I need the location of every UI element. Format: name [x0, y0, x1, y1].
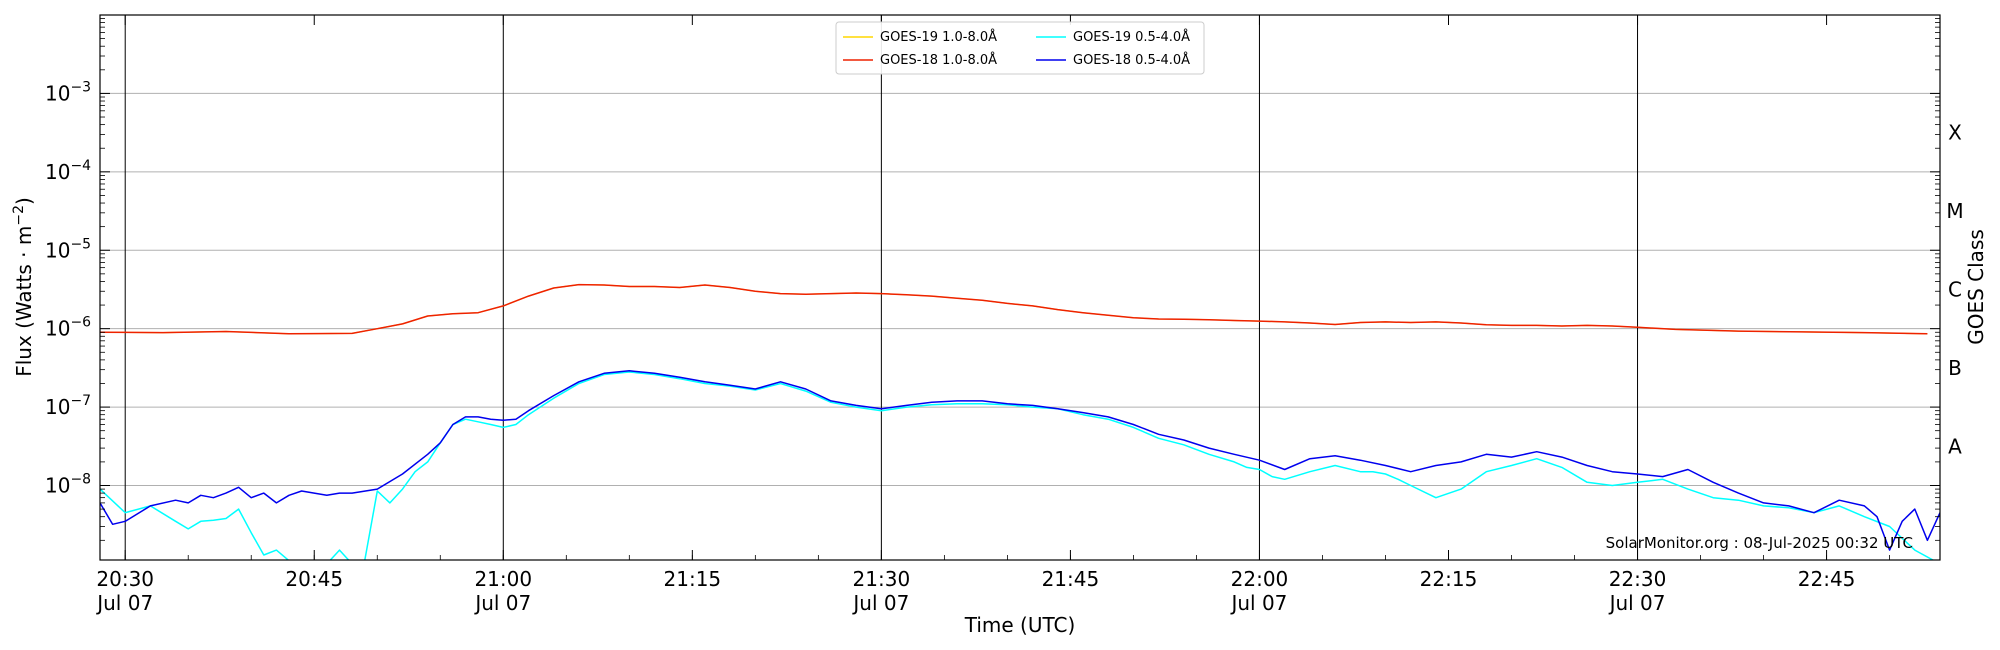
goes-class-label-3: B	[1948, 356, 1962, 380]
credit-text: SolarMonitor.org : 08-Jul-2025 00:32 UTC	[1606, 534, 1913, 552]
x-tick-label-7: 22:15	[1420, 567, 1478, 591]
y-tick-label-0: 10−3	[45, 79, 91, 105]
series-line-3	[100, 370, 1940, 551]
goes-class-label-2: C	[1948, 277, 1962, 301]
data-series	[100, 283, 1940, 560]
goes-class-axis: X M C B A	[1946, 121, 1963, 459]
series-line-0	[100, 284, 1928, 335]
plot-frame	[99, 14, 1941, 561]
x-tick-label-1: 20:45	[285, 567, 343, 591]
x-tick-date-0: Jul 07	[95, 591, 153, 615]
x-tick-label-5: 21:45	[1042, 567, 1100, 591]
goes-class-title: GOES Class	[1964, 229, 1988, 345]
y-axis: 10−3 10−4 10−5 10−6 10−7 10−8	[45, 18, 1940, 541]
legend: GOES-19 1.0-8.0Å GOES-18 1.0-8.0Å GOES-1…	[835, 21, 1205, 75]
x-tick-label-3: 21:15	[664, 567, 722, 591]
x-tick-label-0: 20:30	[96, 567, 154, 591]
x-tick-label-2: 21:00	[474, 567, 532, 591]
x-tick-label-6: 22:00	[1231, 567, 1289, 591]
legend-label-goes18-long: GOES-18 1.0-8.0Å	[880, 52, 997, 68]
x-tick-date-2: Jul 07	[473, 591, 531, 615]
y-tick-label-1: 10−4	[45, 158, 91, 184]
x-tick-date-8: Jul 07	[1608, 591, 1666, 615]
y-tick-label-4: 10−7	[45, 393, 91, 419]
x-tick-label-4: 21:30	[853, 567, 911, 591]
goes-class-label-4: A	[1948, 434, 1962, 458]
x-tick-label-9: 22:45	[1798, 567, 1856, 591]
x-tick-date-4: Jul 07	[851, 591, 909, 615]
y-tick-label-3: 10−6	[45, 315, 91, 341]
legend-label-goes19-short: GOES-19 0.5-4.0Å	[1073, 29, 1190, 45]
day-boundary-lines	[124, 15, 1639, 560]
legend-label-goes19-long: GOES-19 1.0-8.0Å	[880, 29, 997, 45]
x-tick-label-8: 22:30	[1609, 567, 1667, 591]
x-axis-title: Time (UTC)	[964, 613, 1076, 637]
x-tick-date-6: Jul 07	[1229, 591, 1287, 615]
series-line-2	[100, 371, 1935, 560]
legend-box	[835, 21, 1205, 75]
y-tick-label-2: 10−5	[45, 236, 91, 262]
goes-class-label-0: X	[1948, 121, 1962, 145]
horizontal-gridlines	[100, 92, 1940, 487]
legend-label-goes18-short: GOES-18 0.5-4.0Å	[1073, 52, 1190, 68]
goes-class-label-1: M	[1946, 199, 1963, 223]
series-line-1	[100, 283, 1928, 335]
y-axis-title: Flux (Watts · m−2)	[11, 197, 36, 377]
y-tick-label-5: 10−8	[45, 472, 91, 498]
